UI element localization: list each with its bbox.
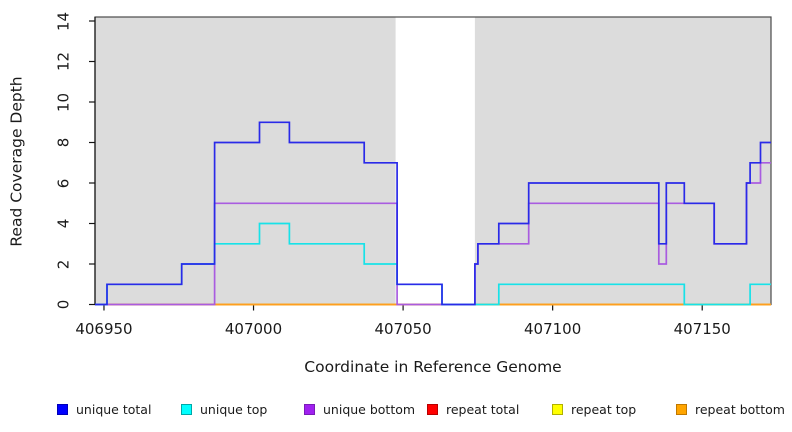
y-tick-label-0: 0 <box>54 299 73 310</box>
legend: unique total unique top unique bottom repea… <box>0 402 792 418</box>
legend-item-unique-total: unique total <box>57 401 152 417</box>
x-axis-title: Coordinate in Reference Genome <box>304 358 562 376</box>
legend-label-unique-top: unique top <box>200 401 268 417</box>
y-tick-label-8: 8 <box>54 137 73 148</box>
x-tick-label-407000: 407000 <box>224 320 283 338</box>
x-tick-label-407100: 407100 <box>524 320 582 338</box>
legend-swatch-repeat-top <box>552 403 563 415</box>
legend-swatch-repeat-total <box>427 403 438 415</box>
series-line-unique-total <box>95 121 771 306</box>
legend-label-unique-total: unique total <box>76 401 152 417</box>
y-tick-label-10: 10 <box>54 92 73 112</box>
legend-item-repeat-total: repeat total <box>427 401 520 417</box>
legend-label-unique-bottom: unique bottom <box>323 401 416 417</box>
y-tick-label-2: 2 <box>54 259 73 269</box>
legend-label-repeat-top: repeat top <box>571 401 637 417</box>
y-tick-label-6: 6 <box>54 178 73 188</box>
plot-panel-segment-1 <box>474 17 771 305</box>
y-axis-title: Read Coverage Depth <box>7 76 26 247</box>
x-tick-label-406950: 406950 <box>75 320 133 338</box>
legend-swatch-repeat-bottom <box>676 403 687 415</box>
legend-label-repeat-bottom: repeat bottom <box>695 401 785 417</box>
x-tick-label-407050: 407050 <box>374 320 432 338</box>
y-tick-label-12: 12 <box>54 51 73 72</box>
legend-item-unique-bottom: unique bottom <box>304 401 416 417</box>
legend-item-repeat-top: repeat top <box>552 401 637 417</box>
legend-item-unique-top: unique top <box>181 401 268 417</box>
legend-label-repeat-total: repeat total <box>446 401 520 417</box>
legend-item-repeat-bottom: repeat bottom <box>676 401 785 417</box>
y-tick-label-14: 14 <box>54 11 73 31</box>
y-tick-label-4: 4 <box>54 218 73 229</box>
legend-swatch-unique-top <box>181 403 192 415</box>
legend-swatch-unique-total <box>57 403 68 415</box>
x-tick-label-407150: 407150 <box>673 320 731 338</box>
plot-panel-segment-0 <box>95 17 396 305</box>
legend-swatch-unique-bottom <box>304 403 315 415</box>
